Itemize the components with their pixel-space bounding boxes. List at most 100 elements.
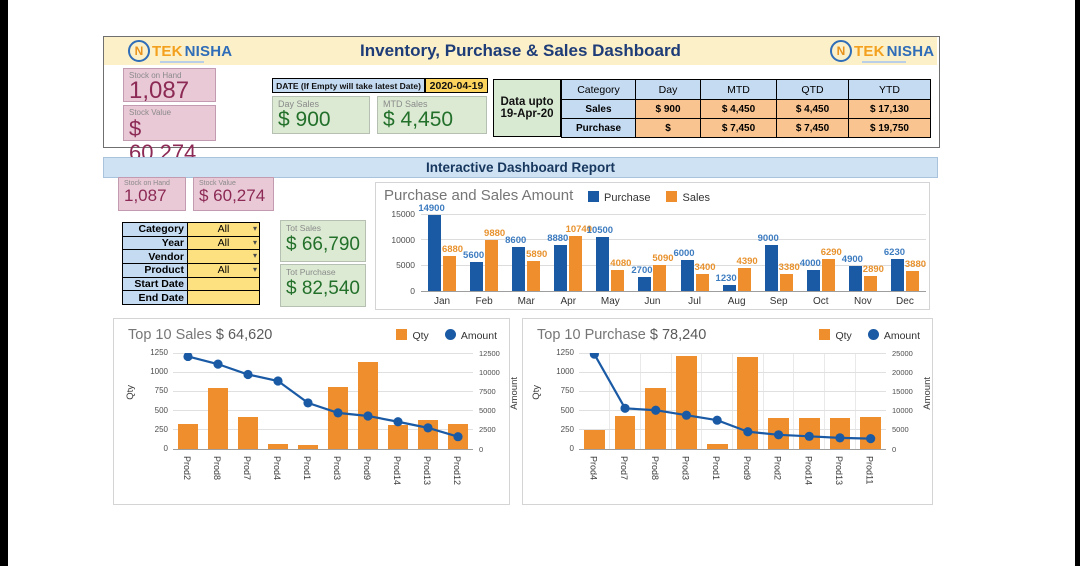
x-tick-label: Prod4 <box>272 456 282 481</box>
grid-line-vertical <box>793 353 795 449</box>
y-tick-label: 0 <box>163 444 168 453</box>
brand-logo-right: N TEK NISHA <box>830 40 934 62</box>
line-point <box>743 427 753 437</box>
summary-header-category: Category <box>561 79 636 100</box>
filter-category-dropdown[interactable]: All ▾ <box>187 222 260 237</box>
bar-qty <box>237 416 259 449</box>
bar-qty <box>177 424 199 449</box>
bar-sales <box>527 260 541 291</box>
chevron-down-icon[interactable]: ▾ <box>252 237 257 247</box>
stock-on-hand-card: Stock on Hand 1,087 <box>123 68 216 103</box>
filter-category-label: Category <box>122 222 188 237</box>
interactive-report-band: Interactive Dashboard Report <box>103 157 938 178</box>
filter-year-dropdown[interactable]: All ▾ <box>187 235 260 251</box>
filter-row-start-date: Start Date <box>122 276 260 292</box>
x-tick-label: Oct <box>813 296 829 307</box>
chevron-down-icon[interactable]: ▾ <box>252 224 257 233</box>
grid-line <box>579 448 886 450</box>
chart-title: Purchase and Sales Amount <box>384 187 574 204</box>
y2-tick-label: 20000 <box>892 367 913 377</box>
filter-panel: Category All ▾ Year All ▾ Vendor ▾ Product… <box>122 222 260 306</box>
grid-line <box>173 352 473 354</box>
day-sales-value: $ 900 <box>278 108 331 131</box>
x-tick-label: Prod14 <box>392 456 402 486</box>
legend-label: Sales <box>682 192 711 204</box>
data-upto-card: Data upto 19-Apr-20 <box>493 79 561 137</box>
summary-sales-day: $ 900 <box>635 99 701 119</box>
line-point <box>866 434 876 444</box>
chevron-down-icon[interactable]: ▾ <box>252 251 257 261</box>
x-tick-label: Prod9 <box>741 456 752 481</box>
y-tick-label: 500 <box>154 405 168 415</box>
x-tick-label: Prod7 <box>619 456 630 481</box>
legend-item-amount: Amount <box>867 329 920 342</box>
legend-item-qty: Qty <box>819 329 852 342</box>
line-point <box>453 432 463 442</box>
summary-header-qtd: QTD <box>776 79 849 100</box>
bar-qty <box>614 415 636 449</box>
data-label: 10740 <box>565 223 592 235</box>
data-label: 4900 <box>841 253 863 265</box>
bar-qty <box>297 445 319 449</box>
filter-vendor-dropdown[interactable]: ▾ <box>187 249 260 265</box>
bar-sales <box>821 258 835 291</box>
brand-name-tek: TEK <box>152 42 183 60</box>
tot-purchase-value: $ 82,540 <box>286 278 360 299</box>
line-point <box>589 353 599 359</box>
filter-product-dropdown[interactable]: All ▾ <box>187 263 260 278</box>
x-tick-label: Prod7 <box>242 456 252 481</box>
stock-on-hand-label: Stock on Hand <box>124 180 170 187</box>
day-sales-card: Day Sales $ 900 <box>272 96 370 134</box>
summary-sales-mtd: $ 4,450 <box>700 99 777 119</box>
grid-line-vertical <box>639 353 641 449</box>
grid-line-vertical <box>670 353 672 449</box>
summary-sales-qtd: $ 4,450 <box>776 99 849 119</box>
day-sales-label: Day Sales <box>278 99 320 109</box>
legend-label: Qty <box>412 330 429 342</box>
tot-purchase-card: Tot Purchase $ 82,540 <box>280 264 366 307</box>
x-tick-label: Prod2 <box>772 456 783 481</box>
stock-value-value: $ 60,274 <box>199 186 266 205</box>
bar-purchase <box>722 284 736 291</box>
data-label: 6230 <box>883 247 906 259</box>
brand-logo-left: N TEK NISHA <box>128 40 232 62</box>
top10-purchase-chart: Top 10 Purchase $ 78,240 Qty Amount 0 250… <box>522 318 933 505</box>
line-point <box>681 410 692 420</box>
bar-sales <box>653 264 667 291</box>
filter-row-end-date: End Date <box>122 290 260 306</box>
grid-line-vertical <box>609 353 611 449</box>
chevron-down-icon[interactable]: ▾ <box>252 265 257 275</box>
line-point <box>620 403 630 413</box>
chart-title-total: $ 78,240 <box>649 327 707 343</box>
filter-start-date-input[interactable] <box>187 276 260 292</box>
data-label: 5090 <box>652 252 674 264</box>
tot-sales-value: $ 66,790 <box>286 234 360 255</box>
data-label: 4080 <box>610 258 632 270</box>
summary-header-ytd: YTD <box>848 79 931 100</box>
grid-line-vertical <box>701 353 703 449</box>
line-point <box>835 433 845 443</box>
grid-line-vertical <box>824 353 826 449</box>
summary-table: Category Day MTD QTD YTD Sales $ 900 $ 4… <box>561 79 931 138</box>
x-tick-label: Nov <box>853 296 872 307</box>
y2-tick-label: 10000 <box>892 406 913 416</box>
brand-name-nisha: NISHA <box>886 42 935 60</box>
filter-end-date-input[interactable] <box>187 290 260 306</box>
tot-purchase-label: Tot Purchase <box>286 267 336 277</box>
date-field-input[interactable]: 2020-04-19 <box>425 78 488 93</box>
summary-purchase-ytd: $ 19,750 <box>848 118 931 138</box>
grid-line-vertical <box>762 353 764 449</box>
line-point <box>243 369 253 380</box>
chart-legend: Qty Amount <box>396 329 497 342</box>
y2-tick-label: 7500 <box>479 386 496 396</box>
filter-start-date-label: Start Date <box>122 276 188 292</box>
x-tick-label: Prod4 <box>588 456 599 481</box>
bar-sales <box>737 268 751 291</box>
y2-tick-label: 2500 <box>479 425 496 435</box>
grid-line <box>173 371 473 373</box>
line-point <box>273 376 283 386</box>
chart-plot-area: 0 250 500 750 1000 1250 0 2500 5000 7500 10000 1250… <box>125 348 520 485</box>
filter-row-category: Category All ▾ <box>122 222 260 237</box>
x-tick-label: Prod1 <box>711 456 722 481</box>
summary-purchase-day: $ <box>635 118 701 138</box>
